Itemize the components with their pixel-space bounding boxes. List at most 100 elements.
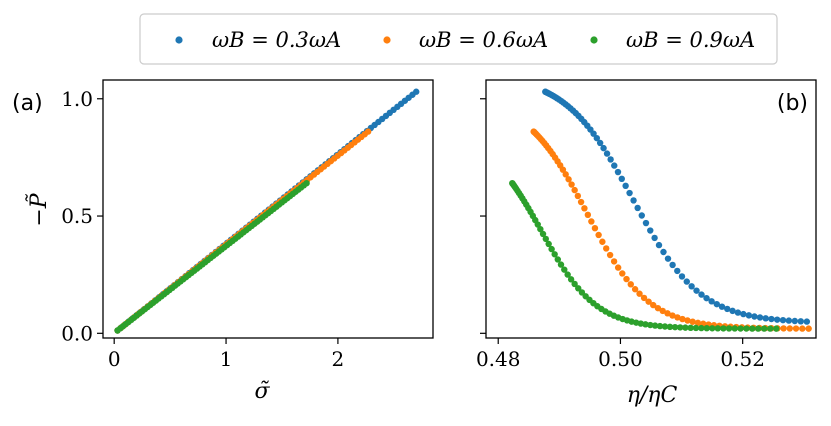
panel-b-series-1-point [593, 134, 601, 142]
panel-b-series-1-point [713, 300, 720, 308]
panel-b-series-3-point [539, 230, 547, 238]
panel-b-series-3-point [564, 271, 571, 278]
panel-b-series-1-point [678, 273, 686, 280]
panel-b-series-2-point [780, 325, 787, 332]
panel-b-xlabel: η/ηC [627, 383, 678, 408]
panel-b-series-1-point [773, 316, 781, 323]
panel-b-series-1-point [740, 310, 747, 318]
panel-b-ticks: 0.48 0.50 0.52 [476, 98, 765, 371]
panel-b-series-1-point [642, 219, 650, 227]
panel-b-series-1-point [660, 248, 667, 256]
panel-b-series-3-point [682, 324, 689, 331]
panel-b-series-1-point [688, 283, 695, 290]
panel-b-series-3-point [545, 240, 552, 248]
panel-b-series-3-point [637, 320, 644, 327]
panel-a-label: (a) [12, 91, 43, 116]
panel-b: 0.48 0.50 0.52 (b) η/ηC [476, 79, 817, 408]
panel-b-series-3-point [687, 324, 694, 332]
panel-b-series-2-point [584, 211, 592, 219]
panel-b-series-3-point [567, 276, 575, 283]
panel-b-series-1-point [611, 162, 618, 169]
legend-label-series-1: ωB = 0.3ωA [212, 28, 341, 52]
panel-b-series-1-point [756, 314, 764, 321]
panel-b-series-2-point [581, 205, 588, 212]
panel-b-series-3-point [714, 325, 721, 332]
panel-b-series-1-point [803, 318, 811, 325]
panel-a-ytick-label: 0.5 [61, 204, 93, 228]
panel-a-ytick-label: 0.0 [61, 321, 93, 345]
panel-b-series-2-point [614, 264, 622, 271]
panel-b-series-3-point [692, 324, 700, 332]
panel-b-series-3-point [651, 322, 659, 329]
panel-b-series-1-point [698, 291, 705, 298]
panel-b-series-2-point [786, 325, 793, 332]
panel-b-series-1-point [779, 316, 787, 324]
panel-b-series-3-point [666, 323, 674, 331]
panel-a-xtick-label: 1 [220, 347, 233, 371]
panel-a-ticks: 0 1 2 0.0 0.5 1.0 [61, 87, 344, 371]
panel-b-series-2-point [689, 318, 696, 325]
panel-b-series-3-point [754, 325, 762, 332]
panel-b-series-3-point [698, 324, 705, 332]
panel-b-series-1-point [655, 241, 663, 249]
panel-b-xtick-label: 0.48 [476, 347, 521, 371]
panel-b-label: (b) [777, 91, 808, 116]
panel-b-series-3-point [709, 325, 716, 332]
panel-b-series-2-point [650, 301, 657, 309]
panel-b-series-3-point [743, 325, 750, 332]
panel-b-series-3-point [571, 280, 578, 288]
legend-label-series-2: ωB = 0.6ωA [419, 28, 548, 52]
panel-b-series-1-point [634, 204, 641, 212]
legend-marker-series-2 [383, 36, 391, 44]
legend-marker-series-1 [175, 36, 183, 44]
panel-b-series-3-point [561, 266, 568, 273]
panel-b-series-2-point [631, 286, 639, 293]
panel-b-series-1-point [664, 255, 672, 262]
panel-b-series-1-point [622, 182, 629, 190]
panel-b-series-1-point [693, 287, 700, 294]
panel-b-series-1-point [603, 150, 611, 157]
panel-b-series-2-point [694, 319, 702, 327]
panel-b-series-2-point [577, 198, 585, 206]
panel-b-series-1-point [614, 168, 622, 176]
panel-b-series-1-point [797, 318, 804, 325]
panel-b-points [509, 88, 812, 332]
panel-a: 0 1 2 0.0 0.5 1.0 (a) σ̃ −P̃ [12, 79, 434, 404]
panel-a-ylabel: −P̃ [26, 192, 52, 226]
panel-b-series-1-point [724, 305, 731, 313]
panel-b-series-2-point [664, 310, 671, 317]
panel-b-series-3-point [731, 325, 738, 332]
panel-b-series-2-point [679, 315, 686, 323]
panel-b-series-3-point [554, 256, 561, 263]
legend: ωB = 0.3ωA ωB = 0.6ωA ωB = 0.9ωA [139, 13, 778, 65]
panel-b-series-1-point [683, 278, 690, 285]
panel-b-series-2-point [627, 281, 634, 288]
panel-b-series-3-point [766, 325, 774, 332]
panel-b-series-3-point [656, 322, 664, 330]
panel-a-points [114, 88, 420, 334]
panel-b-series-2-point [684, 317, 691, 324]
panel-b-series-3-point [720, 325, 727, 332]
panel-b-series-3-point [557, 261, 565, 268]
panel-a-series-1-point [413, 88, 420, 95]
panel-b-series-1-point [745, 312, 753, 319]
panel-b-series-1-point [590, 130, 597, 137]
panel-b-series-1-point [596, 139, 604, 147]
panel-b-series-1-point [607, 156, 614, 163]
panel-b-series-1-point [638, 212, 645, 219]
panel-b-series-3-point [737, 325, 744, 332]
panel-b-series-2-point [559, 166, 567, 173]
panel-b-series-2-point [669, 312, 676, 319]
panel-b-series-2-point [568, 181, 575, 188]
panel-b-series-3-point [551, 251, 558, 258]
panel-b-series-2-point [562, 171, 569, 178]
panel-b-series-2-point [595, 231, 602, 239]
panel-b-series-1-point [734, 309, 742, 316]
panel-b-series-2-point [805, 325, 812, 332]
panel-b-series-3-point [537, 225, 544, 233]
panel-b-series-2-point [610, 258, 618, 265]
panel-b-series-2-point [588, 218, 595, 225]
panel-b-series-3-point [749, 325, 756, 332]
panel-b-series-2-point [636, 290, 643, 297]
panel-b-series-1-point [785, 317, 793, 324]
